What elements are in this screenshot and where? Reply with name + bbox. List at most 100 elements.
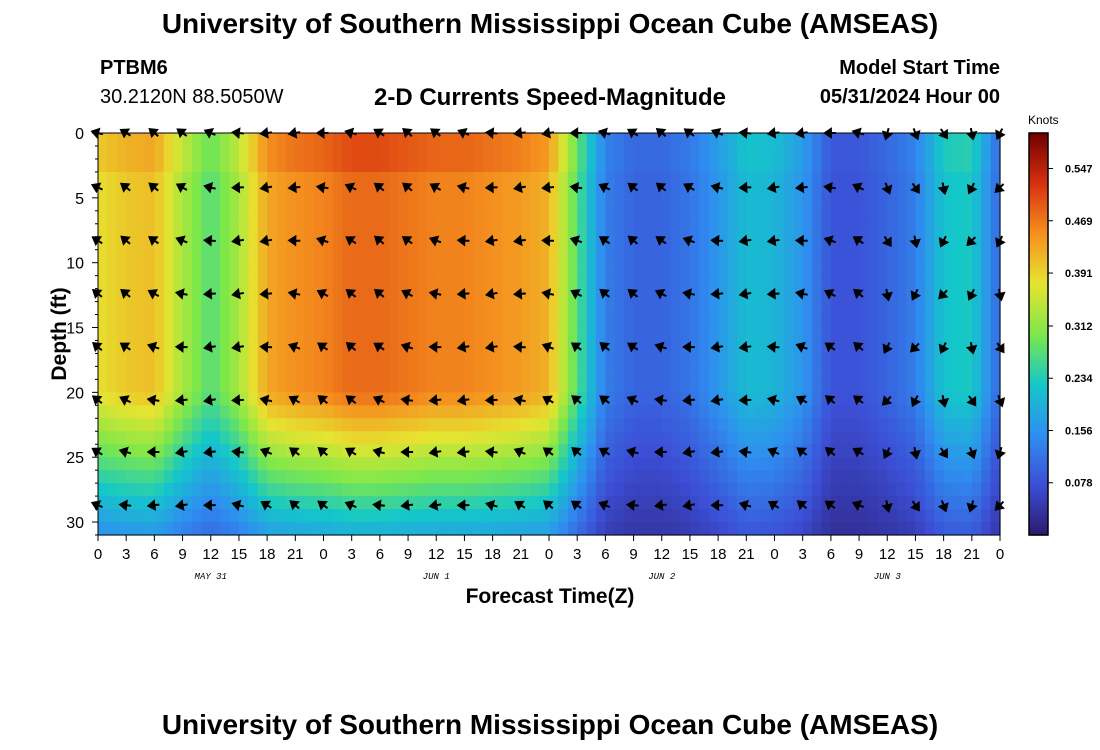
heatmap-cell: [736, 353, 747, 368]
heatmap-cell: [445, 496, 456, 510]
heatmap-cell: [116, 314, 127, 329]
heatmap-cell: [379, 262, 390, 277]
heatmap-cell: [577, 236, 588, 251]
heatmap-cell: [906, 249, 917, 264]
heatmap-cell: [577, 197, 588, 212]
heatmap-cell: [455, 262, 466, 277]
heatmap-cell: [746, 262, 757, 277]
heatmap-cell: [699, 236, 710, 251]
colorbar-segment: [1029, 437, 1048, 442]
heatmap-cell: [793, 210, 804, 225]
heatmap-cell: [661, 483, 672, 497]
heatmap-cell: [116, 275, 127, 290]
heatmap-cell: [473, 288, 484, 303]
heatmap-cell: [163, 327, 174, 342]
current-arrow: [627, 235, 639, 246]
heatmap-cell: [924, 158, 935, 173]
heatmap-cell: [455, 145, 466, 160]
heatmap-cell: [990, 158, 1001, 173]
heatmap-cell: [887, 197, 898, 212]
heatmap-cell: [953, 301, 964, 316]
heatmap-cell: [680, 457, 691, 471]
heatmap-cell: [191, 197, 202, 212]
heatmap-cell: [746, 496, 757, 510]
heatmap-cell: [934, 210, 945, 225]
heatmap-cell: [342, 457, 353, 471]
heatmap-cell: [511, 405, 522, 419]
heatmap-cell: [793, 314, 804, 329]
heatmap-cell: [323, 509, 334, 523]
heatmap-cell: [323, 405, 334, 419]
heatmap-cell: [633, 314, 644, 329]
heatmap-cell: [812, 353, 823, 368]
model-start-time: 05/31/2024 Hour 00: [819, 86, 1000, 108]
heatmap-cell: [473, 392, 484, 406]
heatmap-cell: [727, 184, 738, 199]
heatmap-cell: [201, 197, 212, 212]
current-arrow: [824, 500, 836, 511]
heatmap-cell: [154, 457, 165, 471]
heatmap-cell: [877, 171, 888, 186]
heatmap-cell: [539, 210, 550, 225]
heatmap-cell: [126, 496, 137, 510]
heatmap-cell: [464, 444, 475, 458]
colorbar-segment: [1029, 441, 1048, 446]
heatmap-cell: [558, 431, 569, 445]
heatmap-cell: [934, 197, 945, 212]
heatmap-cell: [934, 262, 945, 277]
heatmap-cell: [802, 301, 813, 316]
heatmap-cell: [774, 210, 785, 225]
heatmap-cell: [896, 223, 907, 238]
heatmap-cell: [736, 262, 747, 277]
current-arrow: [599, 288, 610, 300]
heatmap-cell: [755, 418, 766, 432]
heatmap-cell: [492, 133, 503, 147]
heatmap-cell: [182, 210, 193, 225]
heatmap-cell: [718, 327, 729, 342]
heatmap-cell: [727, 366, 738, 380]
heatmap-cell: [652, 457, 663, 471]
heatmap-cell: [558, 483, 569, 497]
heatmap-cell: [755, 249, 766, 264]
heatmap-cell: [652, 262, 663, 277]
heatmap-cell: [107, 379, 118, 393]
heatmap-cell: [210, 366, 221, 380]
heatmap-cell: [577, 301, 588, 316]
heatmap-cell: [567, 327, 578, 342]
heatmap-cell: [408, 392, 419, 406]
heatmap-cell: [830, 509, 841, 523]
heatmap-cell: [408, 262, 419, 277]
heatmap-cell: [314, 275, 325, 290]
heatmap-cell: [708, 457, 719, 471]
heatmap-cell: [295, 392, 306, 406]
heatmap-cell: [906, 457, 917, 471]
heatmap-cell: [520, 301, 531, 316]
current-arrow: [766, 287, 780, 300]
heatmap-cell: [718, 340, 729, 355]
heatmap-cell: [539, 236, 550, 251]
heatmap-cell: [295, 509, 306, 523]
colorbar-segment: [1029, 293, 1048, 298]
heatmap-cell: [323, 496, 334, 510]
heatmap-cell: [830, 223, 841, 238]
heatmap-cell: [774, 405, 785, 419]
heatmap-cell: [116, 236, 127, 251]
heatmap-cell: [595, 353, 606, 368]
heatmap-cell: [755, 392, 766, 406]
heatmap-cell: [116, 145, 127, 160]
heatmap-cell: [351, 197, 362, 212]
heatmap-cell: [943, 418, 954, 432]
heatmap-cell: [314, 197, 325, 212]
heatmap-cell: [332, 509, 343, 523]
heatmap-cell: [473, 145, 484, 160]
heatmap-cell: [107, 470, 118, 484]
heatmap-cell: [210, 379, 221, 393]
heatmap-cell: [304, 379, 315, 393]
heatmap-cell: [398, 171, 409, 186]
x-tick-label: 21: [963, 546, 980, 563]
current-arrow: [937, 182, 950, 196]
heatmap-cell: [849, 249, 860, 264]
heatmap-cell: [915, 275, 926, 290]
current-arrow: [289, 500, 300, 511]
heatmap-cell: [642, 405, 653, 419]
